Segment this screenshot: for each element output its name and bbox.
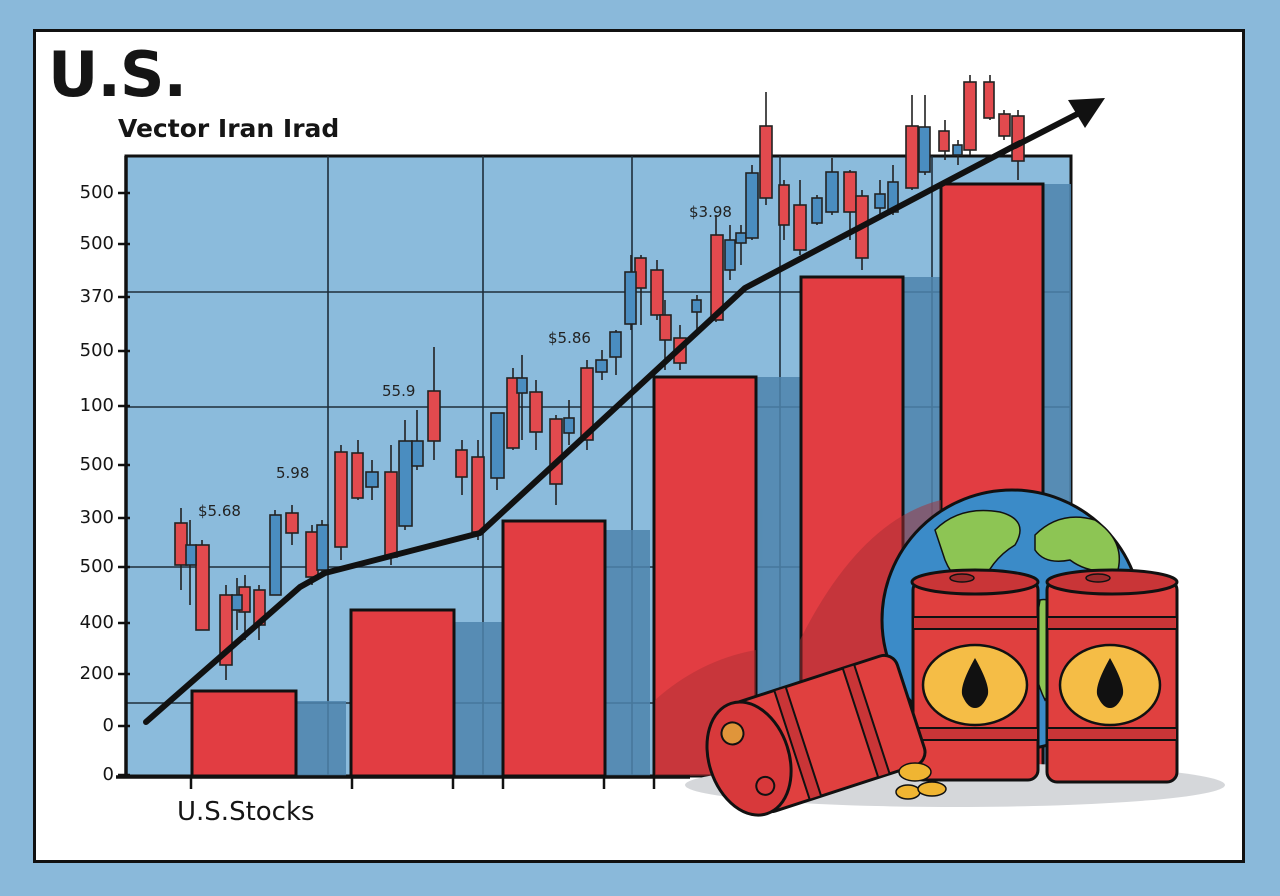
y-ticks [118, 191, 130, 777]
y-tick-label: 0 [102, 764, 114, 785]
y-tick-label: 370 [79, 286, 114, 307]
y-tick-label: 100 [79, 395, 114, 416]
y-tick-label: 0 [102, 715, 114, 736]
spill-icon [895, 762, 947, 800]
y-tick-label: 500 [79, 454, 114, 475]
price-annotation: $5.86 [548, 329, 591, 347]
oil-barrel-fallen-icon [705, 653, 927, 817]
y-tick-label: 500 [79, 340, 114, 361]
chart-subtitle: Vector Iran Irad [118, 114, 340, 143]
bar-3 [501, 519, 607, 778]
oil-drop-icon [961, 658, 989, 708]
price-annotation: $5.68 [198, 502, 241, 520]
y-tick-label: 300 [79, 507, 114, 528]
y-tick-label: 500 [79, 182, 114, 203]
chart-title: U.S. [48, 38, 187, 111]
x-axis-label: U.S.Stocks [177, 797, 315, 827]
y-tick-label: 400 [79, 612, 114, 633]
trend-line [143, 140, 1023, 725]
y-tick-label: 200 [79, 663, 114, 684]
y-tick-label: 500 [79, 556, 114, 577]
trend-arrow-icon [1068, 98, 1105, 128]
oil-drop-icon [1096, 658, 1124, 708]
bar-2 [349, 608, 456, 778]
bar-1 [190, 689, 298, 778]
oil-barrel-icon [1045, 568, 1179, 784]
y-tick-label: 500 [79, 233, 114, 254]
price-annotation: $3.98 [689, 203, 732, 221]
price-annotation: 5.98 [276, 464, 310, 482]
oil-barrel-icon [910, 568, 1040, 782]
price-annotation: 55.9 [382, 382, 416, 400]
